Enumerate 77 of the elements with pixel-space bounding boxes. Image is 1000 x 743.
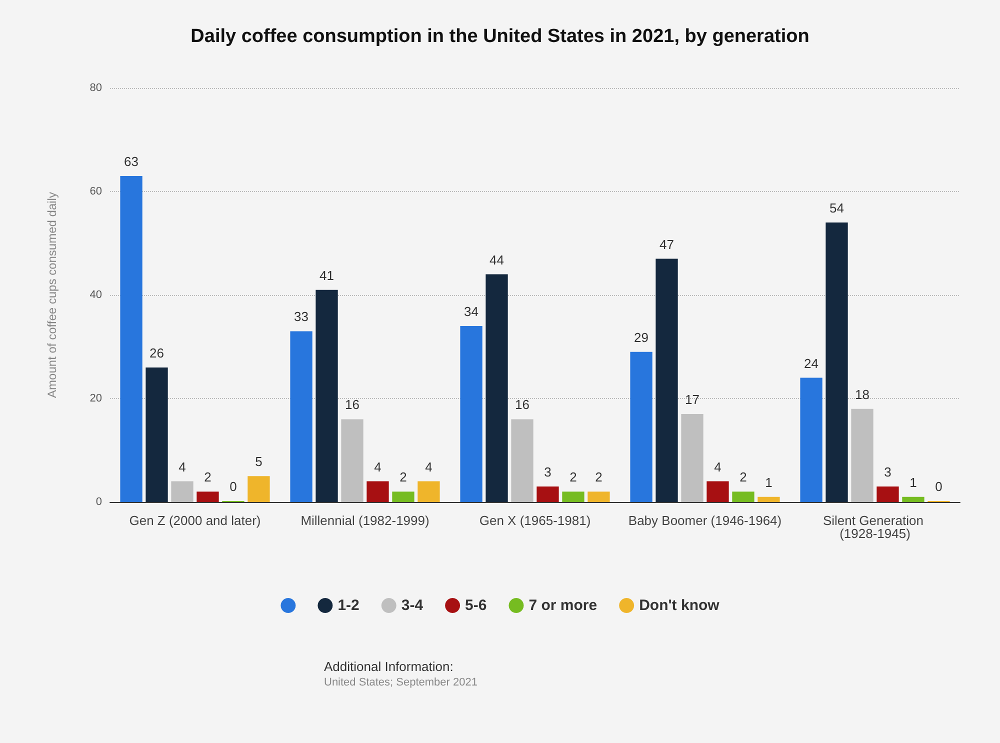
text: United States; September 2021 — [324, 676, 478, 688]
data-label: 3 — [544, 464, 552, 480]
legend-label: 5-6 — [465, 597, 487, 614]
data-label: 0 — [230, 479, 237, 494]
bar — [588, 492, 610, 502]
bar — [876, 486, 899, 502]
bar — [902, 496, 924, 502]
data-label: 24 — [804, 356, 819, 371]
data-label: 63 — [124, 154, 139, 169]
x-tick-label: Gen X (1965-1981) — [479, 513, 591, 528]
data-label: 2 — [400, 470, 407, 485]
data-label: 2 — [570, 470, 577, 485]
bar — [732, 492, 754, 502]
data-label: 17 — [685, 392, 700, 408]
x-tick-label: Millennial (1982-1999) — [300, 513, 430, 528]
legend-label: 1-2 — [338, 597, 360, 614]
bar — [196, 492, 219, 502]
data-label: 47 — [660, 236, 674, 252]
bar — [511, 419, 534, 502]
data-label: 4 — [374, 459, 382, 474]
y-tick-label: 60 — [90, 186, 102, 198]
bar — [681, 414, 704, 502]
bar — [656, 258, 678, 502]
data-label: 1 — [910, 474, 917, 490]
data-label: 18 — [855, 386, 870, 402]
data-label: 3 — [884, 464, 892, 480]
data-label: 54 — [830, 200, 844, 216]
bar — [706, 481, 729, 502]
legend-label: 7 or more — [528, 597, 598, 614]
data-label: 2 — [204, 470, 212, 485]
bar — [418, 481, 440, 502]
data-label: 1 — [765, 474, 772, 490]
data-label: 5 — [255, 454, 262, 470]
bar — [366, 481, 389, 502]
y-axis-title: Amount of coffee cups consumed daily — [45, 192, 59, 398]
bar — [290, 331, 312, 502]
data-label: 16 — [345, 397, 360, 412]
data-label: 26 — [150, 345, 164, 360]
bar — [536, 486, 559, 502]
chart-title: Daily coffee consumption in the United States in 2021, by generation — [190, 26, 810, 47]
x-tick-label: Baby Boomer (1946-1964) — [628, 513, 782, 528]
data-label: 29 — [634, 330, 649, 345]
text: Additional Information: — [324, 659, 454, 674]
legend-label: 3-4 — [401, 597, 424, 614]
bar — [826, 222, 848, 502]
bar — [248, 476, 270, 502]
y-tick-label: 20 — [90, 392, 102, 404]
bar — [146, 367, 168, 502]
bar — [316, 290, 338, 502]
bar — [460, 326, 482, 502]
x-tick-label: Silent Generation (1928-1945) — [822, 513, 928, 541]
bar — [392, 492, 414, 502]
bar — [851, 408, 874, 502]
data-label: 0 — [935, 479, 942, 494]
data-label: 44 — [490, 252, 504, 268]
data-label: 33 — [294, 309, 309, 324]
data-label: 2 — [740, 470, 747, 485]
legend-label: Don't know — [639, 597, 720, 614]
bar — [120, 176, 142, 502]
bar — [341, 419, 364, 502]
bar — [800, 378, 822, 502]
bar — [171, 481, 194, 502]
data-label: 41 — [320, 268, 334, 283]
y-tick-label: 80 — [90, 82, 102, 94]
y-tick-label: 40 — [90, 289, 102, 301]
bar — [758, 496, 780, 502]
data-label: 4 — [714, 459, 722, 474]
data-label: 4 — [178, 459, 186, 474]
bar — [486, 274, 508, 502]
bar — [562, 492, 584, 502]
x-tick-label: Gen Z (2000 and later) — [129, 513, 261, 528]
y-tick-label: 0 — [96, 496, 102, 508]
data-label: 16 — [515, 397, 530, 412]
data-label: 4 — [425, 459, 432, 474]
data-label: 34 — [464, 304, 479, 320]
data-label: 2 — [595, 470, 602, 485]
bar — [630, 352, 652, 502]
